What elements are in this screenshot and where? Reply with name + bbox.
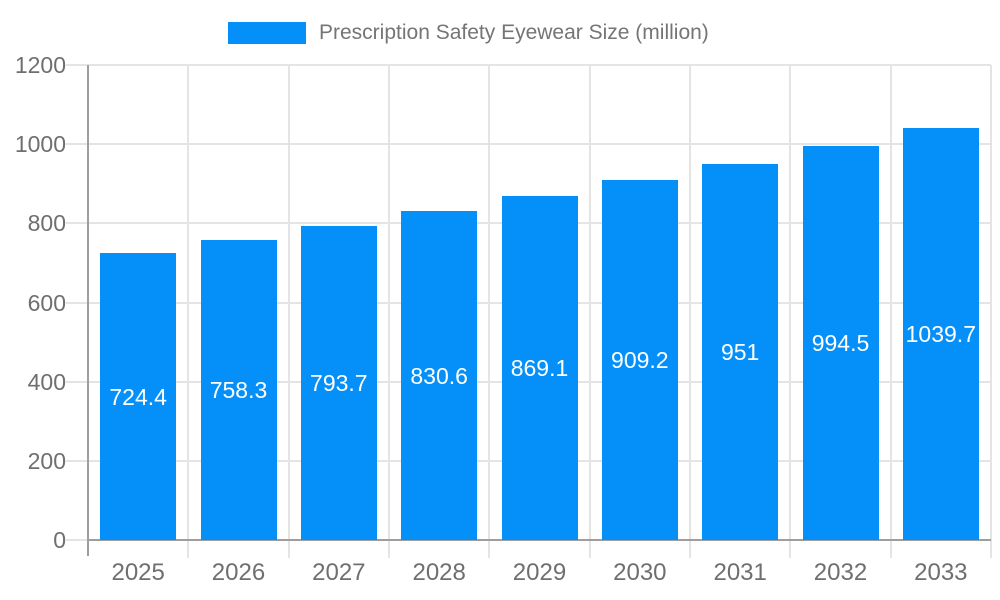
x-gridline [789, 65, 792, 558]
x-tick-label: 2029 [512, 559, 567, 586]
bar-value-label: 793.7 [310, 369, 368, 396]
bar-2025[interactable] [100, 253, 177, 540]
bar-2029[interactable] [501, 195, 578, 540]
bar-value-label: 951 [720, 338, 760, 365]
x-tick-label: 2027 [312, 559, 366, 586]
x-tick-label: 2028 [412, 559, 466, 586]
legend: Prescription Safety Eyewear Size (millio… [228, 21, 709, 45]
bar-2031[interactable] [702, 163, 779, 540]
bar-2028[interactable] [401, 211, 478, 540]
bar-value-label: 994.5 [811, 330, 870, 357]
x-gridline [388, 65, 390, 558]
y-gridline [88, 64, 991, 66]
x-gridline [187, 65, 190, 558]
bar-2033[interactable] [902, 128, 979, 540]
x-tick-label: 2026 [211, 559, 266, 586]
y-tick-label: 0 [53, 527, 66, 553]
bar-2032[interactable] [802, 146, 879, 540]
x-tick-label: 2031 [713, 559, 767, 586]
y-tick-label: 400 [27, 368, 66, 395]
x-gridline [689, 65, 691, 558]
x-tick-label: 2033 [914, 559, 968, 586]
x-tick-label: 2032 [813, 559, 868, 586]
legend-label: Prescription Safety Eyewear Size (millio… [319, 21, 709, 44]
y-tick-label: 600 [27, 289, 66, 316]
x-gridline [990, 65, 992, 558]
y-axis-tick [66, 301, 88, 304]
x-gridline [488, 65, 491, 558]
bar-value-label: 869.1 [510, 354, 569, 381]
y-axis-line [87, 65, 89, 556]
x-gridline [889, 65, 892, 558]
y-axis-tick [66, 459, 88, 462]
bar-value-label: 909.2 [611, 347, 669, 374]
legend-swatch-icon [228, 22, 306, 44]
x-gridline [588, 65, 591, 558]
bar-2027[interactable] [300, 225, 377, 540]
bar-value-label: 724.4 [109, 383, 167, 410]
x-tick-label: 2025 [111, 559, 165, 586]
x-gridline [287, 65, 290, 558]
y-axis-tick [66, 380, 88, 383]
bar-2030[interactable] [601, 180, 678, 540]
y-tick-label: 1000 [14, 131, 66, 158]
bar-value-label: 758.3 [209, 376, 268, 403]
y-tick-label: 800 [27, 210, 66, 237]
x-axis-line [88, 539, 991, 541]
y-tick-label: 200 [27, 447, 66, 474]
y-axis-tick [66, 64, 88, 66]
y-tick-label: 1200 [14, 52, 66, 78]
x-tick-label: 2030 [613, 559, 667, 586]
y-axis-tick [66, 539, 88, 541]
y-gridline [88, 143, 991, 146]
bar-value-label: 1039.7 [905, 321, 976, 348]
bar-value-label: 830.6 [410, 362, 468, 389]
y-axis-tick [66, 222, 88, 225]
y-axis-tick [66, 143, 88, 146]
bar-2026[interactable] [200, 239, 277, 540]
